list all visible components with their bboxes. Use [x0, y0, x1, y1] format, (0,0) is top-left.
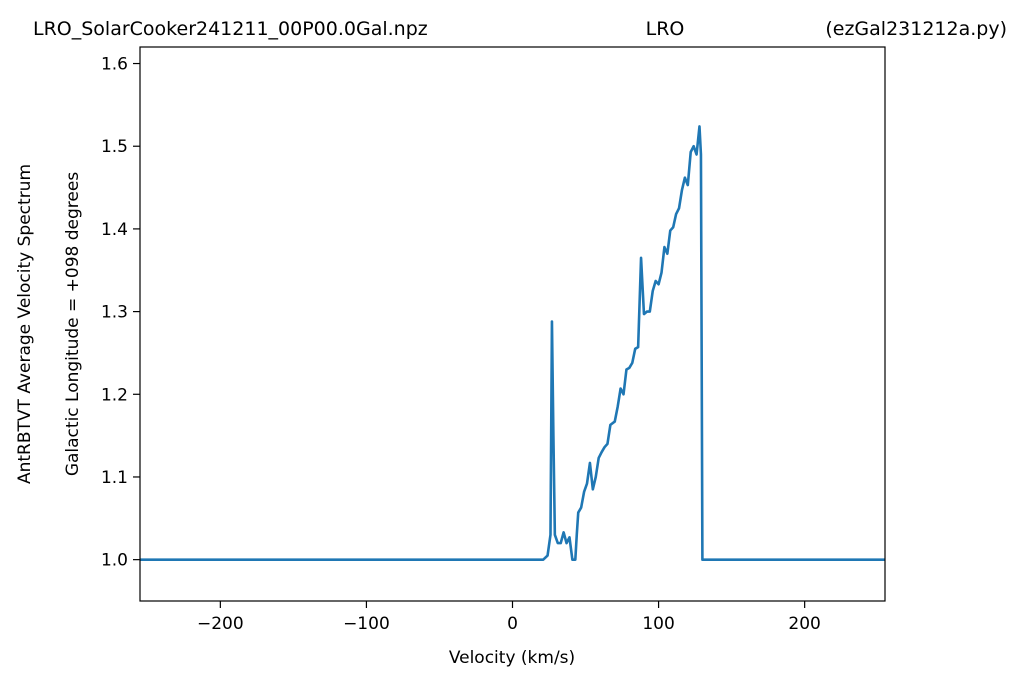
y-tick-label: 1.0 — [101, 551, 128, 571]
x-tick-label: −200 — [197, 614, 244, 634]
y-tick-label: 1.3 — [101, 303, 128, 323]
chart-title-left: LRO_SolarCooker241211_00P00.0Gal.npz — [33, 18, 428, 40]
y-tick-label: 1.1 — [101, 468, 128, 488]
x-tick-label: 200 — [788, 614, 820, 634]
x-axis-label: Velocity (km/s) — [449, 648, 575, 668]
y-tick-label: 1.6 — [101, 55, 128, 75]
x-tick-label: −100 — [343, 614, 390, 634]
chart-title-right: (ezGal231212a.py) — [825, 18, 1007, 40]
x-tick-label: 100 — [642, 614, 674, 634]
spectrum-line — [140, 125, 885, 561]
y-tick-label: 1.5 — [101, 137, 128, 157]
y-axis-label-line2: Galactic Longitude = +098 degrees — [63, 172, 83, 476]
plot-frame — [139, 46, 886, 602]
y-tick-label: 1.2 — [101, 385, 128, 405]
plot-area — [140, 47, 885, 601]
chart-title-center: LRO — [646, 18, 685, 40]
y-tick-label: 1.4 — [101, 220, 128, 240]
y-axis-label-line1: AntRBTVT Average Velocity Spectrum — [15, 164, 35, 484]
x-tick-label: 0 — [507, 614, 518, 634]
